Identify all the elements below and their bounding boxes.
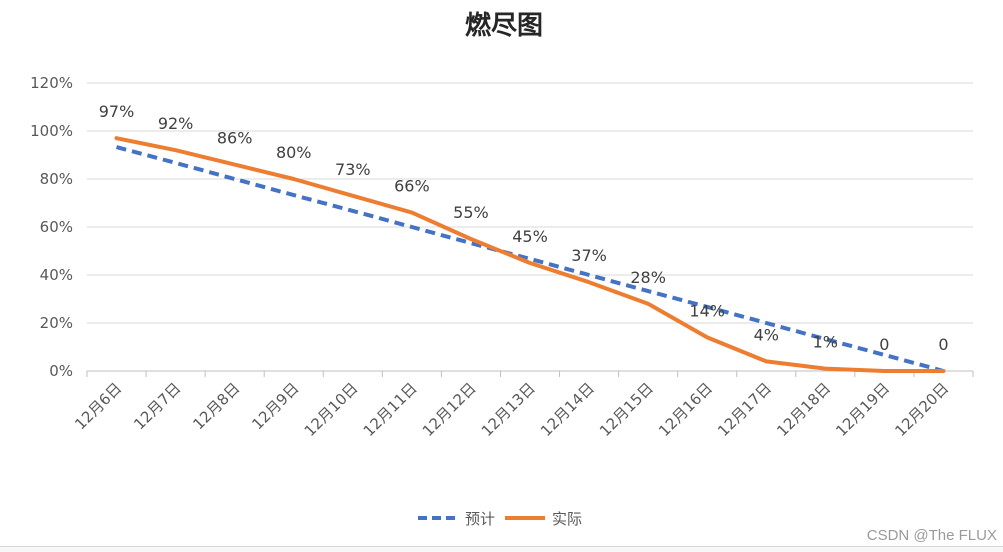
data-label: 0 (938, 335, 948, 354)
y-tick-label: 20% (40, 314, 73, 332)
y-tick-label: 40% (40, 266, 73, 284)
y-tick-label: 100% (30, 122, 73, 140)
y-tick-label: 80% (40, 170, 73, 188)
y-tick-label: 0% (49, 362, 73, 380)
data-label: 37% (571, 246, 607, 265)
chart-title: 燃尽图 (465, 11, 543, 41)
y-tick-label: 60% (40, 218, 73, 236)
data-label: 66% (394, 177, 430, 196)
data-label: 1% (813, 333, 838, 352)
legend: 预计 实际 (418, 510, 582, 528)
x-tick-label: 12月18日 (773, 379, 834, 440)
x-tick-label: 12月20日 (891, 379, 952, 440)
x-tick-label: 12月19日 (832, 379, 893, 440)
data-label: 97% (99, 102, 135, 121)
legend-label-actual: 实际 (552, 510, 582, 528)
x-tick-label: 12月13日 (478, 379, 539, 440)
data-label: 0 (879, 335, 889, 354)
grid-lines (87, 82, 973, 324)
data-label: 4% (754, 325, 779, 344)
data-label: 73% (335, 160, 371, 179)
x-tick-label: 12月16日 (655, 379, 716, 440)
legend-label-expected: 预计 (465, 510, 495, 528)
x-tick-label: 12月11日 (360, 379, 421, 440)
x-tick-label: 12月7日 (130, 379, 184, 433)
data-label: 14% (689, 301, 725, 320)
data-label: 92% (158, 114, 194, 133)
x-tick-label: 12月15日 (596, 379, 657, 440)
data-label: 45% (512, 227, 548, 246)
x-tick-label: 12月9日 (248, 379, 302, 433)
data-label: 80% (276, 143, 312, 162)
data-label: 28% (630, 268, 666, 287)
data-label: 86% (217, 129, 253, 148)
data-labels: 97% 92% 86% 80% 73% 66% 55% 45% 37% 28% 14% 4% 1% 0 0 (99, 102, 949, 354)
x-tick-label: 12月12日 (419, 379, 480, 440)
y-axis-ticks: 0% 20% 40% 60% 80% 100% 120% (30, 74, 73, 380)
y-tick-label: 120% (30, 74, 73, 92)
data-label: 55% (453, 203, 489, 222)
watermark: CSDN @The FLUX (866, 527, 997, 544)
x-tick-label: 12月6日 (71, 379, 125, 433)
x-tick-label: 12月10日 (301, 379, 362, 440)
series-lines (114, 136, 946, 373)
x-axis: 12月6日 12月7日 12月8日 12月9日12月10日12月11日12月12日12… (71, 370, 974, 440)
x-tick-label: 12月14日 (537, 379, 598, 440)
series-expected-line (115, 145, 945, 373)
series-actual-line (114, 136, 946, 373)
bottom-bar (0, 546, 1003, 552)
x-tick-label: 12月17日 (714, 379, 775, 440)
x-tick-label: 12月8日 (189, 379, 243, 433)
